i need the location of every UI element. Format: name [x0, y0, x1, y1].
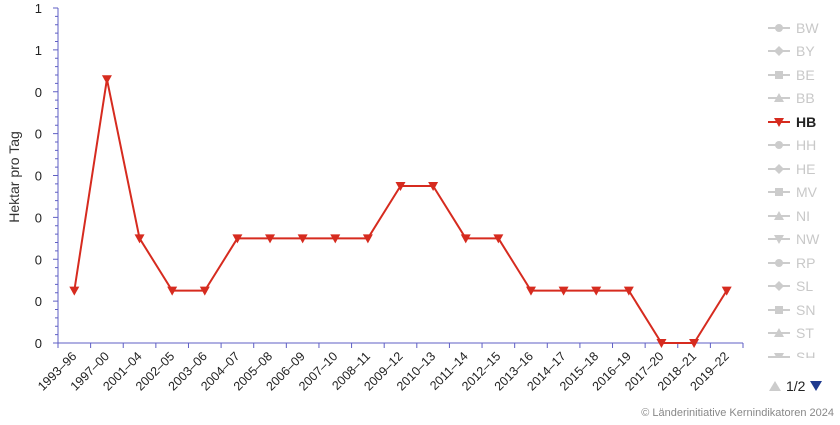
data-point: [689, 339, 700, 348]
legend-label: RP: [796, 254, 816, 271]
y-tick-label: 1: [35, 1, 42, 16]
legend-item-be[interactable]: BE: [768, 63, 838, 87]
legend-label: HH: [796, 137, 817, 154]
data-point: [265, 234, 276, 244]
legend-symbol-icon: [768, 70, 790, 79]
credits: © Länderinitiative Kernindikatoren 2024: [641, 407, 834, 419]
data-point: [460, 234, 471, 244]
y-axis-title: Hektar pro Tag: [6, 131, 22, 223]
pager-page-text: 1/2: [786, 378, 806, 394]
legend-label: BW: [796, 19, 819, 36]
data-point: [591, 286, 602, 296]
legend-item-he[interactable]: HE: [768, 157, 838, 181]
legend-symbol-icon: [768, 163, 790, 174]
legend-label: HE: [796, 160, 816, 177]
y-tick-label: 0: [35, 294, 42, 309]
legend-label: NW: [796, 231, 820, 248]
data-point: [428, 181, 439, 191]
legend-symbol-icon: [768, 117, 790, 127]
legend-label: NI: [796, 207, 810, 224]
data-point: [493, 234, 504, 244]
legend-symbol-icon: [768, 352, 790, 358]
legend-symbol-icon: [768, 141, 790, 150]
x-axis-ticks: 1993–961997–002001–042002–052003–062004–…: [35, 343, 744, 394]
legend-label: BB: [796, 90, 815, 107]
pager-up-arrow-icon[interactable]: [768, 380, 782, 392]
y-tick-label: 0: [35, 336, 42, 351]
legend-label: ST: [796, 325, 814, 342]
y-tick-label: 1: [35, 43, 42, 58]
legend-label: MV: [796, 184, 817, 201]
legend-pager: 1/2: [768, 378, 823, 394]
legend-item-nw[interactable]: NW: [768, 228, 838, 252]
y-axis-ticks: 0 0 0 0 0 0 0 1 1: [35, 1, 58, 351]
y-tick-label: 0: [35, 85, 42, 100]
data-point: [623, 286, 634, 296]
y-tick-label: 0: [35, 252, 42, 267]
data-point: [101, 75, 112, 85]
data-point: [330, 234, 341, 244]
legend-item-ni[interactable]: NI: [768, 204, 838, 228]
legend-symbol-icon: [768, 210, 790, 220]
legend-symbol-icon: [768, 235, 790, 245]
data-point: [395, 181, 406, 191]
data-point: [558, 286, 569, 296]
legend-symbol-icon: [768, 281, 790, 292]
legend-label: SL: [796, 278, 814, 295]
legend-item-hb[interactable]: HB: [768, 110, 838, 134]
legend-item-bb[interactable]: BB: [768, 87, 838, 111]
data-point: [656, 339, 667, 348]
data-point: [232, 234, 243, 244]
legend-item-by[interactable]: BY: [768, 40, 838, 64]
data-point: [362, 234, 373, 244]
data-point: [167, 286, 178, 296]
legend-label: BY: [796, 43, 815, 60]
legend-symbol-icon: [768, 258, 790, 267]
legend-item-mv[interactable]: MV: [768, 181, 838, 205]
legend-item-rp[interactable]: RP: [768, 251, 838, 275]
legend-item-sl[interactable]: SL: [768, 275, 838, 299]
legend: BW BY BE BB HB HH HE MV NI NW RP SL SN ST SH: [768, 16, 838, 358]
data-point: [69, 286, 80, 296]
legend-item-hh[interactable]: HH: [768, 134, 838, 158]
data-point: [297, 234, 308, 244]
legend-item-sh[interactable]: SH: [768, 345, 838, 358]
series-line: [73, 78, 728, 344]
legend-symbol-icon: [768, 46, 790, 57]
legend-label: BE: [796, 66, 815, 83]
legend-item-sn[interactable]: SN: [768, 298, 838, 322]
legend-symbol-icon: [768, 328, 790, 338]
data-point: [199, 286, 210, 296]
data-point: [525, 286, 536, 296]
legend-label: HB: [796, 113, 817, 130]
legend-symbol-icon: [768, 93, 790, 103]
legend-item-bw[interactable]: BW: [768, 16, 838, 40]
legend-label: SN: [796, 301, 816, 318]
data-point: [134, 234, 145, 244]
y-tick-label: 0: [35, 210, 42, 225]
legend-symbol-icon: [768, 305, 790, 314]
y-tick-label: 0: [35, 127, 42, 142]
legend-symbol-icon: [768, 23, 790, 32]
pager-down-arrow-icon[interactable]: [809, 380, 823, 392]
series-hb[interactable]: [69, 75, 732, 348]
y-tick-label: 0: [35, 169, 42, 184]
legend-label: SH: [796, 348, 816, 358]
legend-symbol-icon: [768, 188, 790, 197]
legend-item-st[interactable]: ST: [768, 322, 838, 346]
data-point: [721, 286, 732, 296]
